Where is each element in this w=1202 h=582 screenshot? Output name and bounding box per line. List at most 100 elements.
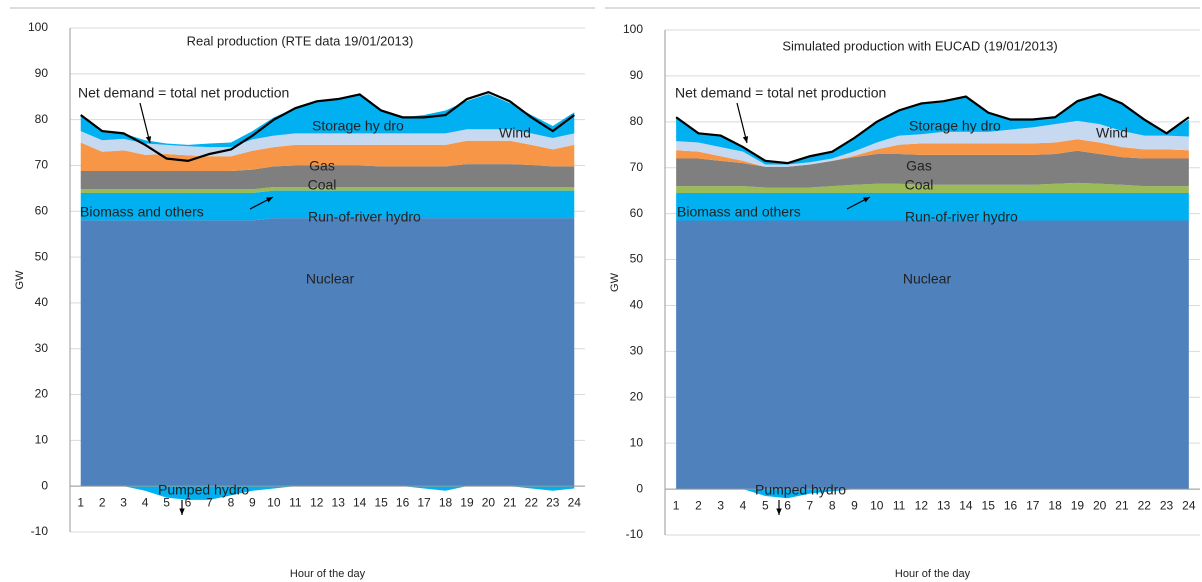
- x-tick-label: 5: [762, 498, 769, 512]
- x-tick-label: 3: [120, 495, 127, 509]
- x-tick-label: 11: [289, 495, 302, 509]
- x-tick-label: 7: [206, 495, 213, 509]
- x-tick-label: 18: [1048, 498, 1062, 512]
- y-tick-label: 10: [630, 435, 644, 449]
- x-tick-label: 8: [228, 495, 235, 509]
- y-tick-label: 80: [630, 114, 644, 128]
- area: [80, 93, 575, 148]
- chart-title: Real production (RTE data 19/01/2013): [187, 33, 414, 48]
- x-tick-label: 24: [568, 495, 582, 509]
- x-tick-label: 15: [374, 495, 388, 509]
- y-tick-label: 10: [35, 433, 49, 447]
- x-tick-label: 9: [249, 495, 256, 509]
- x-tick-label: 2: [695, 498, 702, 512]
- line: [80, 90, 575, 162]
- x-tick-label: 16: [396, 495, 410, 509]
- y-tick-label: 100: [28, 20, 48, 34]
- area: [676, 220, 1189, 490]
- arrow: [736, 102, 748, 144]
- x-tick-label: 10: [267, 495, 281, 509]
- area: [80, 186, 575, 193]
- area: [676, 182, 1189, 193]
- arrow-head: [776, 508, 782, 515]
- y-tick-label: 60: [35, 203, 49, 217]
- series-label: Biomass and others: [80, 204, 204, 220]
- x-tick-label: 17: [1026, 498, 1040, 512]
- x-tick-label: 13: [332, 495, 346, 509]
- x-tick-label: 24: [1182, 498, 1196, 512]
- y-tick-label: 0: [41, 478, 48, 492]
- x-tick-label: 6: [185, 495, 192, 509]
- x-axis-label: Hour of the day: [290, 568, 366, 580]
- x-tick-label: 1: [673, 498, 680, 512]
- series-label: Net demand = total net production: [78, 85, 289, 101]
- x-tick-label: 14: [959, 498, 973, 512]
- y-tick-label: 30: [35, 341, 49, 355]
- y-axis-label: GW: [14, 270, 26, 290]
- x-tick-label: 23: [546, 495, 560, 509]
- series-label: Storage hy dro: [312, 118, 404, 134]
- arrow-head: [266, 197, 273, 203]
- arrow-head: [179, 508, 185, 515]
- x-tick-label: 22: [525, 495, 539, 509]
- series-label: Coal: [905, 177, 934, 193]
- area: [676, 120, 1189, 167]
- x-tick-label: 19: [460, 495, 474, 509]
- x-tick-label: 1: [77, 495, 84, 509]
- y-tick-label: 30: [630, 344, 644, 358]
- chart-title: Simulated production with EUCAD (19/01/2…: [782, 38, 1057, 53]
- arrow-head: [742, 136, 749, 143]
- area: [80, 190, 575, 221]
- arrow: [139, 102, 151, 144]
- area: [676, 150, 1189, 188]
- y-tick-label: 100: [623, 22, 643, 36]
- y-tick-label: 50: [630, 252, 644, 266]
- arrow-head: [863, 197, 870, 203]
- x-tick-label: 16: [1004, 498, 1018, 512]
- area: [80, 140, 575, 171]
- x-tick-label: 3: [717, 498, 724, 512]
- series-label: Coal: [308, 177, 337, 193]
- series-label: Nuclear: [306, 271, 355, 287]
- series-label: Nuclear: [903, 271, 952, 287]
- area: [676, 94, 1189, 165]
- y-tick-label: 20: [35, 387, 49, 401]
- y-tick-label: 40: [630, 298, 644, 312]
- series-label: Pumped hydro: [158, 482, 249, 498]
- y-tick-label: 60: [630, 206, 644, 220]
- series-label: Gas: [906, 158, 932, 174]
- y-tick-label: 80: [35, 112, 49, 126]
- x-tick-label: 6: [784, 498, 791, 512]
- x-tick-label: 23: [1160, 498, 1174, 512]
- x-tick-label: 8: [829, 498, 836, 512]
- y-axis-label: GW: [609, 272, 621, 292]
- series-label: Wind: [1096, 125, 1128, 141]
- area: [80, 129, 575, 157]
- series-label: Run-of-river hydro: [905, 209, 1018, 225]
- series-label: Net demand = total net production: [675, 85, 886, 101]
- x-tick-label: 20: [1093, 498, 1107, 512]
- area: [676, 139, 1189, 167]
- x-tick-label: 12: [915, 498, 929, 512]
- x-tick-label: 9: [851, 498, 858, 512]
- area: [676, 192, 1189, 221]
- x-tick-label: 11: [893, 498, 906, 512]
- x-tick-label: 22: [1138, 498, 1152, 512]
- x-tick-label: 4: [142, 495, 149, 509]
- x-tick-label: 4: [740, 498, 747, 512]
- x-tick-label: 15: [982, 498, 996, 512]
- x-tick-label: 18: [439, 495, 453, 509]
- series-label: Pumped hydro: [755, 482, 846, 498]
- x-tick-label: 21: [1115, 498, 1129, 512]
- series-label: Storage hy dro: [909, 118, 1001, 134]
- y-tick-label: 0: [636, 481, 643, 495]
- x-tick-label: 19: [1071, 498, 1085, 512]
- x-tick-label: 5: [163, 495, 170, 509]
- y-tick-label: 70: [35, 158, 49, 172]
- area: [676, 489, 1189, 499]
- area: [80, 164, 575, 190]
- y-tick-label: 90: [35, 66, 49, 80]
- y-tick-label: -10: [31, 524, 49, 538]
- series-label: Wind: [499, 125, 531, 141]
